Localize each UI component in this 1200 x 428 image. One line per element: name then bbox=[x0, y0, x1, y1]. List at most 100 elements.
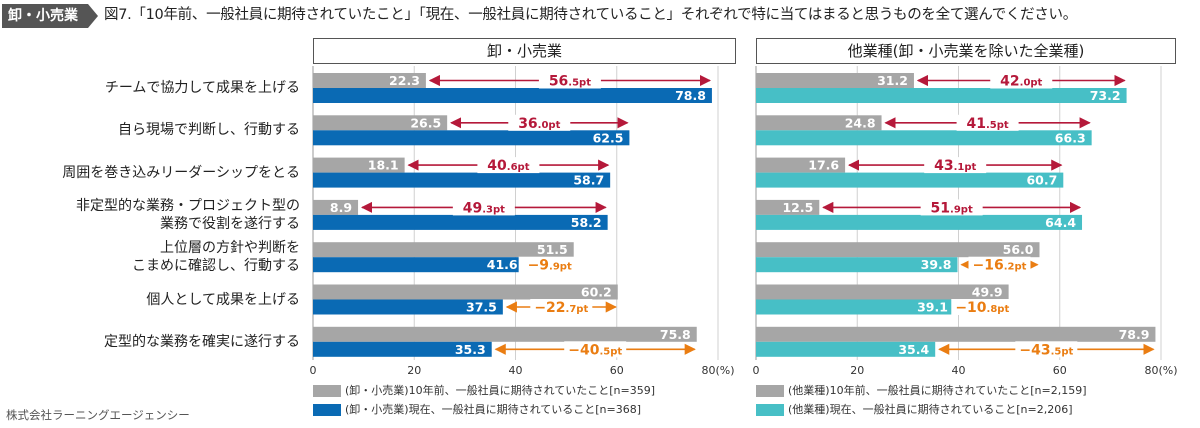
bar-past-value: 60.2 bbox=[581, 285, 612, 300]
bar-past bbox=[756, 199, 820, 215]
bar-now-value: 58.7 bbox=[573, 173, 604, 188]
difference-label-bg bbox=[968, 256, 1031, 273]
difference-label-bg bbox=[920, 199, 983, 216]
category-label-line: こまめに確認し、行動する bbox=[132, 258, 300, 275]
bar-past-value: 22.3 bbox=[389, 73, 420, 88]
difference-main: −40 bbox=[568, 342, 599, 358]
bar-past-value: 18.1 bbox=[368, 158, 399, 173]
legend-right-now: (他業種)現在、一般社員に期待されていること[n=2,206] bbox=[756, 403, 1073, 417]
difference-decimal: .2pt bbox=[1004, 262, 1027, 273]
difference-decimal: .8pt bbox=[987, 304, 1010, 315]
bar-now bbox=[313, 130, 630, 146]
difference-label: 42.0pt bbox=[1000, 74, 1042, 90]
bar-past bbox=[313, 199, 359, 215]
difference-label-bg bbox=[990, 72, 1053, 89]
category-label: チームで協力して成果を上げる bbox=[0, 79, 300, 97]
bar-now-value: 35.4 bbox=[898, 342, 929, 357]
category-label: 上位層の方針や判断を こまめに確認し、行動する bbox=[0, 239, 300, 275]
difference-main: 51 bbox=[931, 200, 950, 216]
bar-now bbox=[313, 299, 503, 315]
difference-decimal: .6pt bbox=[507, 162, 530, 173]
difference-label: −40.5pt bbox=[568, 342, 622, 358]
tag-arrow-shape bbox=[2, 4, 98, 28]
bar-past-value: 17.6 bbox=[808, 158, 839, 173]
legend-right-past: (他業種)10年前、一般社員に期待されていたこと[n=2,159] bbox=[756, 384, 1087, 398]
difference-decimal: .0pt bbox=[538, 120, 561, 131]
bar-now-value: 78.8 bbox=[675, 88, 706, 103]
difference-label-bg bbox=[452, 199, 515, 216]
x-tick-label: 80(%) bbox=[701, 364, 734, 377]
difference-main: −43 bbox=[1019, 342, 1050, 358]
difference-main: 41 bbox=[967, 116, 986, 132]
bar-past-value: 12.5 bbox=[782, 200, 813, 215]
bar-past bbox=[756, 115, 882, 131]
difference-label: 41.5pt bbox=[967, 116, 1009, 132]
legend-label: (他業種)10年前、一般社員に期待されていたこと[n=2,159] bbox=[788, 384, 1087, 397]
bar-past-value: 49.9 bbox=[972, 285, 1003, 300]
category-label: 個人として成果を上げる bbox=[0, 291, 300, 309]
bar-now-value: 37.5 bbox=[466, 300, 497, 315]
bar-now-value: 39.1 bbox=[917, 300, 948, 315]
bar-now-value: 39.8 bbox=[921, 257, 952, 272]
source-credit: 株式会社ラーニングエージェンシー bbox=[6, 408, 190, 422]
x-tick-label: 0 bbox=[310, 364, 317, 377]
bar-now-value: 64.4 bbox=[1045, 215, 1076, 230]
difference-decimal: .3pt bbox=[482, 204, 505, 215]
difference-decimal: .5pt bbox=[986, 120, 1009, 131]
x-tick-label: 0 bbox=[753, 364, 760, 377]
bar-past bbox=[313, 284, 618, 300]
bar-past-value: 78.9 bbox=[1119, 327, 1150, 342]
difference-main: 43 bbox=[934, 158, 953, 174]
left-panel-title: 卸・小売業 bbox=[313, 38, 736, 64]
bar-now bbox=[756, 214, 1083, 230]
category-label-line: チームで協力して成果を上げる bbox=[104, 80, 300, 96]
bar-now bbox=[756, 88, 1127, 103]
difference-main: 56 bbox=[549, 74, 568, 90]
bar-now bbox=[756, 172, 1064, 188]
difference-label: −9.9pt bbox=[528, 258, 572, 274]
category-label-line: 上位層の方針や判断を bbox=[160, 240, 300, 257]
legend-left-past: (卸・小売業)10年前、一般社員に期待されていたこと[n=359] bbox=[313, 384, 655, 398]
bar-past-value: 75.8 bbox=[660, 327, 691, 342]
difference-label-bg bbox=[564, 341, 627, 358]
difference-label-bg bbox=[956, 114, 1019, 131]
category-label: 自ら現場で判断し、行動する bbox=[0, 121, 300, 139]
difference-label-bg bbox=[530, 299, 593, 315]
difference-decimal: .9pt bbox=[549, 262, 572, 273]
difference-label: 43.1pt bbox=[934, 158, 976, 174]
bar-past-value: 51.5 bbox=[537, 242, 568, 257]
bar-now bbox=[756, 130, 1092, 146]
difference-label-bg bbox=[508, 114, 571, 131]
bar-now-value: 66.3 bbox=[1055, 130, 1086, 145]
category-label: 非定型的な業務・プロジェクト型の 業務で役割を遂行する bbox=[0, 197, 300, 233]
bar-now bbox=[756, 299, 954, 315]
bar-now bbox=[313, 172, 611, 188]
bar-past bbox=[756, 73, 914, 88]
legend-swatch bbox=[313, 404, 341, 416]
difference-label: 51.9pt bbox=[931, 200, 973, 216]
bar-now bbox=[313, 341, 492, 357]
difference-label: 56.5pt bbox=[549, 74, 591, 90]
bar-now-value: 60.7 bbox=[1026, 173, 1057, 188]
legend-label: (他業種)現在、一般社員に期待されていること[n=2,206] bbox=[788, 403, 1073, 416]
bar-past-value: 8.9 bbox=[330, 200, 352, 215]
difference-decimal: .0pt bbox=[1020, 78, 1043, 89]
difference-main: 36 bbox=[518, 116, 537, 132]
x-tick-label: 20 bbox=[850, 364, 864, 377]
difference-main: 42 bbox=[1000, 74, 1019, 90]
category-label-line: 自ら現場で判断し、行動する bbox=[118, 122, 300, 139]
x-tick-label: 40 bbox=[509, 364, 523, 377]
difference-label-bg bbox=[951, 299, 1014, 315]
bar-past-value: 26.5 bbox=[410, 115, 441, 130]
bar-now-value: 58.2 bbox=[571, 215, 602, 230]
difference-main: −22 bbox=[534, 300, 565, 316]
difference-decimal: .5pt bbox=[1051, 346, 1074, 357]
bar-past-value: 56.0 bbox=[1003, 242, 1034, 257]
difference-label: 40.6pt bbox=[487, 158, 529, 174]
difference-label: −43.5pt bbox=[1019, 342, 1073, 358]
legend-swatch bbox=[756, 385, 784, 397]
legend-label: (卸・小売業)現在、一般社員に期待されていること[n=368] bbox=[345, 403, 642, 416]
difference-label: −22.7pt bbox=[534, 300, 588, 316]
bar-past bbox=[313, 115, 448, 131]
bar-past-value: 31.2 bbox=[877, 73, 908, 88]
